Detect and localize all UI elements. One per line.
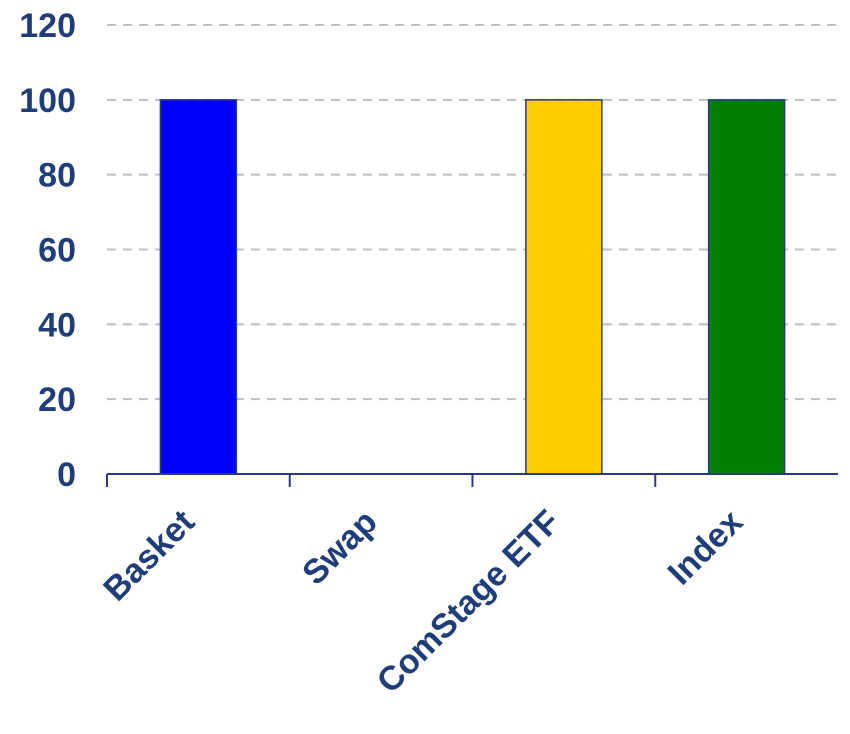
y-tick-label-60: 60	[38, 232, 76, 270]
x-category-label-swap: Swap	[295, 503, 385, 593]
x-category-label-comstage-etf: ComStage ETF	[370, 503, 568, 701]
y-tick-label-80: 80	[38, 157, 76, 195]
x-category-label-index: Index	[661, 503, 751, 593]
y-tick-label-120: 120	[19, 7, 76, 45]
y-axis-tick-labels: 0 20 40 60 80 100 120	[19, 7, 76, 494]
y-tick-label-0: 0	[57, 456, 76, 494]
y-tick-label-20: 20	[38, 381, 76, 419]
x-category-label-basket: Basket	[96, 503, 202, 609]
bar-basket	[159, 99, 238, 475]
x-axis	[106, 473, 838, 487]
y-tick-label-100: 100	[19, 82, 76, 120]
bars	[159, 99, 786, 475]
y-tick-label-40: 40	[38, 306, 76, 344]
bar-index	[707, 99, 786, 475]
bar-comstage-etf	[525, 99, 603, 475]
